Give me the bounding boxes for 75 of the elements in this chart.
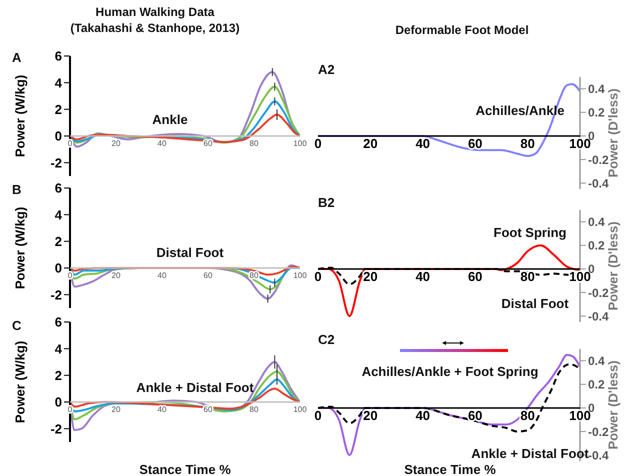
series-label: Achilles/Ankle [476,103,564,119]
x-tick-label: 60 [204,271,213,280]
x-tick-label: 60 [468,408,482,423]
chart-title: Human Walking Data (Takahashi & Stanhope, 2013) [70,4,240,36]
y2-tick-label: 0.4 [588,82,606,96]
y-tick-label: 6 [54,314,62,330]
x-tick-label: 0 [314,408,322,423]
y-axis-title: Power (W/kg) [12,340,28,424]
x-tick-label: 40 [416,268,430,284]
y-tick-label: 6 [54,48,62,64]
text: A [12,50,22,66]
x-tick-label: 20 [363,408,378,423]
y-tick-label: 4 [54,341,63,356]
annotation: Distal Foot [156,245,224,261]
y2-tick-label: -0.4 [588,176,610,190]
x-tick-label: 80 [520,268,535,284]
y-tick-label: 2 [54,234,62,249]
x-tick-label: 40 [158,139,167,148]
series-label: Distal Foot [501,296,569,312]
text: B [12,182,22,198]
text: A2 [318,62,335,78]
y-axis-title: Power (W/kg) [12,74,28,158]
annotation: Ankle + Distal Foot [136,380,254,396]
text: C [12,318,22,334]
text: C2 [318,332,335,348]
x-tick-label: 20 [363,136,378,151]
y2-tick-label: -0.2 [588,424,610,439]
y-tick-label: 4 [54,75,63,90]
annotation: Ankle [152,112,188,128]
x-tick-label: 40 [416,408,430,423]
series-label: Ankle + Distal Foot [471,446,589,462]
x-tick-label: 20 [112,139,121,148]
y2-tick-label: 0.4 [588,215,606,230]
y2-tick-label: -0.2 [588,286,610,300]
x-tick-label: 80 [250,139,259,148]
chart-title: Deformable Foot Model [395,22,529,38]
y2-tick-label: 0.4 [588,354,606,368]
series-label: Achilles/Ankle + Foot Spring [362,364,538,380]
y2-tick-label: 0.2 [588,378,606,392]
x-tick-label: 60 [468,136,482,151]
x-tick-label: 80 [520,136,535,151]
x-tick-label: 80 [250,405,259,414]
x-tick-label: 0 [314,268,322,284]
y2-tick-label: -0.2 [588,152,610,167]
y-tick-label: 4 [54,207,63,222]
x-tick-label: 100 [293,271,308,280]
y2-tick-label: 0.2 [588,238,606,253]
y-tick-label: -2 [50,421,62,436]
y-tick-label: 6 [54,180,62,196]
y-tick-label: -2 [50,287,62,302]
y2-tick-label: -0.4 [588,309,610,324]
x-tick-label: 20 [112,405,121,414]
x-tick-label: 80 [520,408,535,423]
x-tick-label: 100 [293,405,308,414]
x-tick-label: 0 [68,271,73,280]
y-axis-title: Power (W/kg) [12,206,28,290]
x-tick-label: 100 [293,139,308,148]
y-tick-label: -2 [50,155,62,170]
y-tick-label: 2 [54,102,62,117]
x-tick-label: 40 [158,271,167,280]
x-tick-label: 0 [314,136,322,151]
y2-tick-label: -0.4 [588,448,610,462]
text: B2 [318,195,335,211]
x-tick-label: 40 [158,405,167,414]
x-axis-title: Stance Time % [139,462,231,476]
x-tick-label: 20 [363,268,378,284]
x-tick-label: 0 [68,139,73,148]
series-label: Foot Spring [494,225,566,241]
y-tick-label: 2 [54,368,62,383]
x-tick-label: 60 [468,268,482,284]
y2-tick-label: 0.2 [588,106,606,120]
x-tick-label: 0 [68,405,73,414]
x-axis-title: Stance Time % [404,462,496,476]
x-tick-label: 20 [112,271,121,280]
x-tick-label: 40 [416,136,430,151]
